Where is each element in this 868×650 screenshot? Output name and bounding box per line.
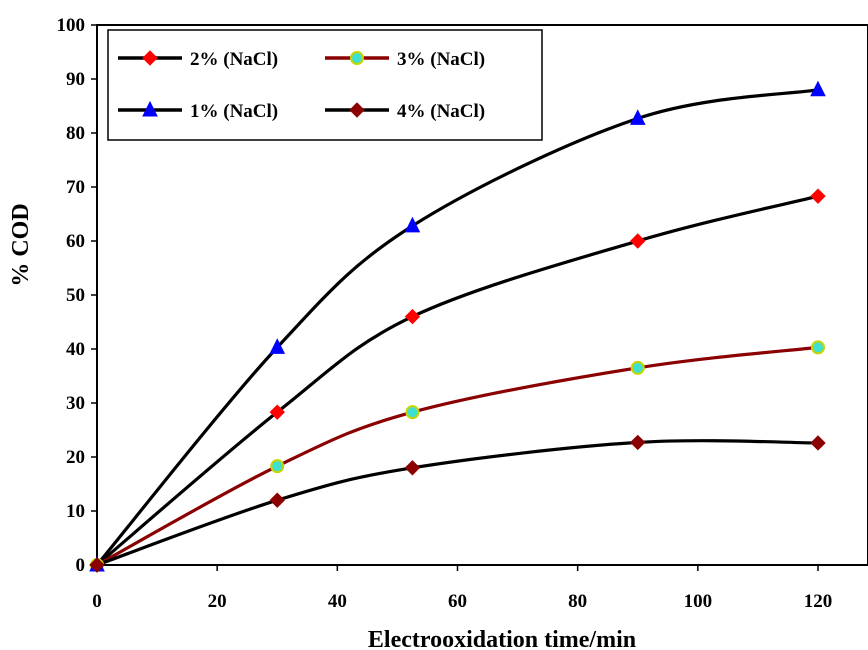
series-line-4-nacl	[96, 439, 819, 567]
x-axis-title: Electrooxidation time/min	[368, 627, 636, 650]
data-point-3-nacl	[811, 340, 825, 355]
legend: 2% (NaCl) 3% (NaCl) 1% (NaCl) 4% (NaCl)	[107, 29, 543, 141]
legend-marker-1-nacl	[142, 100, 158, 117]
y-tick-label: 80	[66, 123, 85, 144]
legend-label-4-nacl: 4% (NaCl)	[397, 101, 485, 122]
y-tick-label: 60	[66, 231, 85, 252]
legend-marker-2-nacl	[142, 50, 158, 66]
legend-label-3-nacl: 3% (NaCl)	[397, 49, 485, 70]
y-tick-label: 100	[57, 15, 86, 36]
y-tick-label: 70	[66, 177, 85, 198]
y-tick-label: 20	[66, 447, 85, 468]
y-axis-ticks: 0 10 20 30 40 50 60 70 80 90 100	[57, 15, 97, 576]
x-tick-label: 0	[92, 591, 102, 612]
y-tick-label: 50	[66, 285, 85, 306]
legend-marker-4-nacl	[349, 102, 365, 118]
data-point-4-nacl	[89, 557, 105, 573]
data-point-3-nacl	[630, 360, 645, 375]
series-markers	[89, 80, 826, 573]
y-axis-title: % COD	[8, 203, 34, 286]
x-tick-label: 120	[804, 591, 833, 612]
data-point-1-nacl	[404, 216, 421, 233]
y-tick-label: 10	[66, 501, 85, 522]
data-point-3-nacl	[405, 405, 420, 420]
x-tick-label: 40	[328, 591, 347, 612]
data-point-1-nacl	[269, 338, 286, 354]
data-point-1-nacl	[810, 80, 826, 97]
data-point-2-nacl	[269, 404, 285, 420]
data-point-4-nacl	[630, 434, 646, 451]
x-tick-label: 80	[568, 591, 587, 612]
data-point-2-nacl	[630, 233, 646, 249]
x-axis-ticks: 0 20 40 60 80 100 120	[92, 565, 832, 612]
y-tick-label: 30	[66, 393, 85, 414]
legend-marker-3-nacl	[350, 51, 364, 65]
data-point-2-nacl	[404, 308, 421, 325]
x-tick-label: 20	[208, 591, 227, 612]
data-point-2-nacl	[810, 188, 826, 204]
x-tick-label: 60	[448, 591, 467, 612]
legend-label-2-nacl: 2% (NaCl)	[190, 49, 278, 70]
legend-box	[107, 29, 543, 141]
data-point-4-nacl	[269, 492, 285, 508]
y-tick-label: 90	[66, 69, 85, 90]
y-tick-label: 0	[76, 555, 86, 576]
y-tick-label: 40	[66, 339, 85, 360]
data-point-3-nacl	[270, 459, 285, 474]
x-tick-label: 100	[684, 591, 713, 612]
legend-label-1-nacl: 1% (NaCl)	[190, 101, 278, 122]
data-point-4-nacl	[404, 460, 421, 476]
data-point-1-nacl	[629, 109, 646, 125]
data-point-4-nacl	[810, 435, 826, 451]
